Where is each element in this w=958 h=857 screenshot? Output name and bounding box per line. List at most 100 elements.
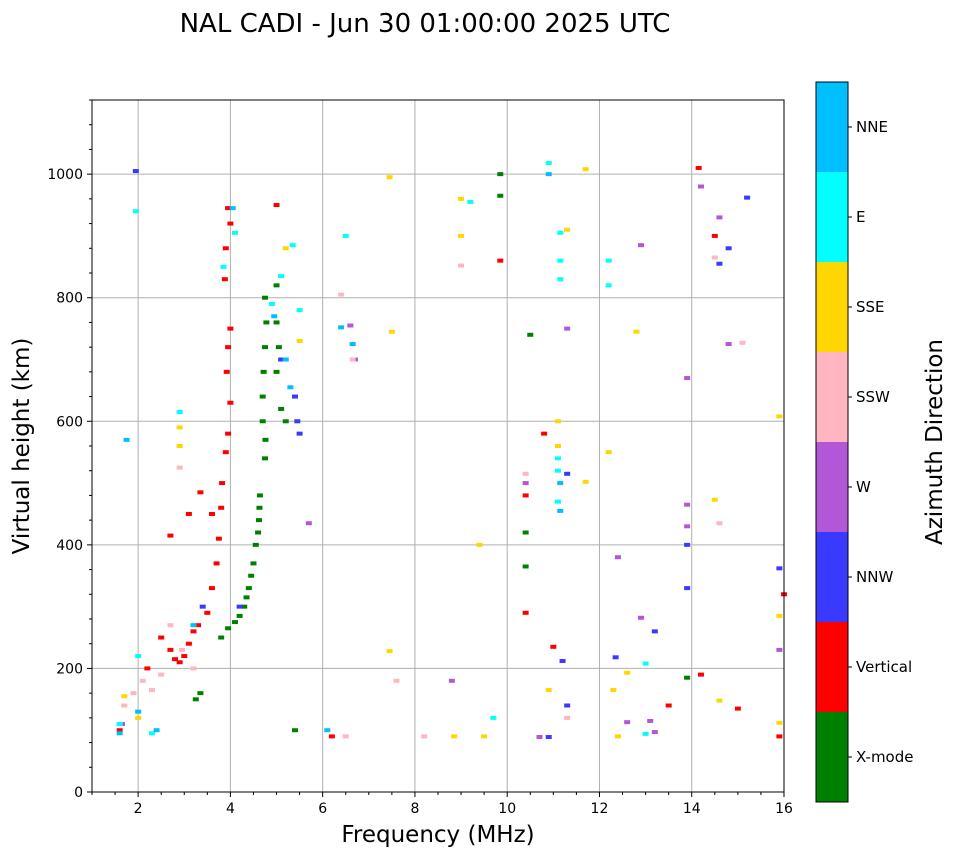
data-point-e: [642, 661, 649, 666]
data-point-e: [545, 161, 552, 166]
data-point-ssw: [711, 255, 718, 260]
data-point-w: [637, 243, 644, 248]
y-axis-ticks: 0 200 400 600 800 1000: [47, 99, 92, 801]
data-point-nnw: [744, 195, 751, 200]
colorbar-label: Azimuth Direction: [922, 339, 948, 545]
data-point-x-mode: [256, 493, 263, 498]
data-point-nne: [282, 357, 289, 362]
data-point-vertical: [227, 400, 234, 405]
colorbar-segment: [816, 622, 848, 712]
data-point-nnw: [684, 586, 691, 591]
data-point-vertical: [273, 203, 280, 208]
colorbar-segment: [816, 712, 848, 802]
grid-lines: [92, 100, 785, 793]
data-point-w: [716, 215, 723, 220]
data-point-sse: [633, 329, 640, 334]
data-point-e: [642, 731, 649, 736]
data-point-x-mode: [197, 691, 204, 696]
data-point-vertical: [172, 657, 179, 662]
data-point-nne: [349, 342, 356, 347]
data-point-e: [176, 410, 183, 415]
data-point-nne: [557, 508, 564, 513]
data-point-x-mode: [273, 369, 280, 374]
data-point-vertical: [697, 672, 704, 677]
data-point-e: [220, 264, 227, 269]
colorbar-label-sse: SSE: [856, 298, 885, 316]
data-point-nnw: [716, 261, 723, 266]
chart-title: NAL CADI - Jun 30 01:00:00 2025 UTC: [180, 9, 671, 39]
data-point-ssw: [564, 715, 571, 720]
data-point-sse: [481, 734, 488, 739]
data-point-ssw: [130, 691, 137, 696]
data-point-ssw: [342, 734, 349, 739]
data-point-vertical: [213, 561, 220, 566]
data-point-vertical: [181, 654, 188, 659]
data-point-nnw: [776, 566, 783, 571]
data-point-nnw: [559, 659, 566, 664]
data-point-sse: [582, 167, 589, 172]
data-point-x-mode: [522, 530, 529, 535]
data-point-nne: [338, 325, 345, 330]
data-point-ssw: [176, 465, 183, 470]
data-point-e: [135, 654, 142, 659]
data-point-vertical: [144, 666, 151, 671]
data-point-nnw: [564, 471, 571, 476]
data-point-ssw: [167, 623, 174, 628]
data-point-w: [725, 342, 732, 347]
data-point-x-mode: [259, 419, 266, 424]
data-point-w: [684, 524, 691, 529]
data-point-sse: [711, 497, 718, 502]
data-point-vertical: [176, 660, 183, 665]
data-point-w: [684, 376, 691, 381]
data-point-x-mode: [232, 620, 239, 625]
data-point-ssw: [349, 357, 356, 362]
y-tick-label: 1000: [47, 167, 83, 183]
data-point-sse: [614, 734, 621, 739]
data-point-vertical: [116, 728, 123, 733]
data-point-nne: [287, 385, 294, 390]
y-axis-label: Virtual height (km): [9, 338, 35, 555]
data-point-x-mode: [273, 283, 280, 288]
x-tick-label: 12: [591, 801, 609, 817]
data-point-sse: [176, 425, 183, 430]
colorbar-segment: [816, 82, 848, 172]
data-point-vertical: [208, 511, 215, 516]
data-point-e: [490, 715, 497, 720]
data-point-nnw: [278, 357, 285, 362]
data-point-sse: [176, 444, 183, 448]
data-point-vertical: [190, 629, 197, 634]
y-tick-label: 800: [56, 291, 83, 307]
data-point-sse: [582, 479, 589, 484]
data-point-x-mode: [684, 675, 691, 680]
data-point-e: [554, 468, 561, 473]
data-point-nnw: [612, 655, 619, 660]
data-point-sse: [554, 444, 561, 448]
data-point-sse: [135, 715, 142, 720]
x-tick-label: 8: [410, 801, 419, 817]
data-point-vertical: [222, 246, 229, 251]
data-point-vertical: [222, 450, 229, 455]
data-point-ssw: [148, 688, 155, 693]
data-point-x-mode: [236, 613, 243, 618]
data-point-x-mode: [259, 394, 266, 399]
data-point-w: [347, 323, 354, 328]
data-point-nnw: [132, 169, 139, 174]
data-point-e: [289, 243, 296, 248]
data-point-sse: [776, 720, 783, 725]
data-point-vertical: [167, 533, 174, 538]
azimuth-colorbar: X-mode Vertical NNW W SSW SSE E NNE: [815, 81, 913, 803]
data-point-vertical: [204, 610, 211, 615]
data-point-sse: [458, 233, 465, 238]
data-point-x-mode: [241, 604, 248, 609]
data-point-sse: [545, 688, 552, 693]
data-point-x-mode: [275, 345, 282, 350]
data-point-vertical: [497, 258, 504, 263]
data-point-sse: [386, 175, 393, 180]
data-point-e: [605, 283, 612, 288]
data-point-x-mode: [262, 295, 268, 300]
data-point-sse: [386, 649, 393, 654]
data-point-x-mode: [252, 542, 259, 547]
colorbar-segment: [816, 532, 848, 622]
data-point-w: [684, 502, 691, 507]
data-point-x-mode: [262, 345, 268, 350]
